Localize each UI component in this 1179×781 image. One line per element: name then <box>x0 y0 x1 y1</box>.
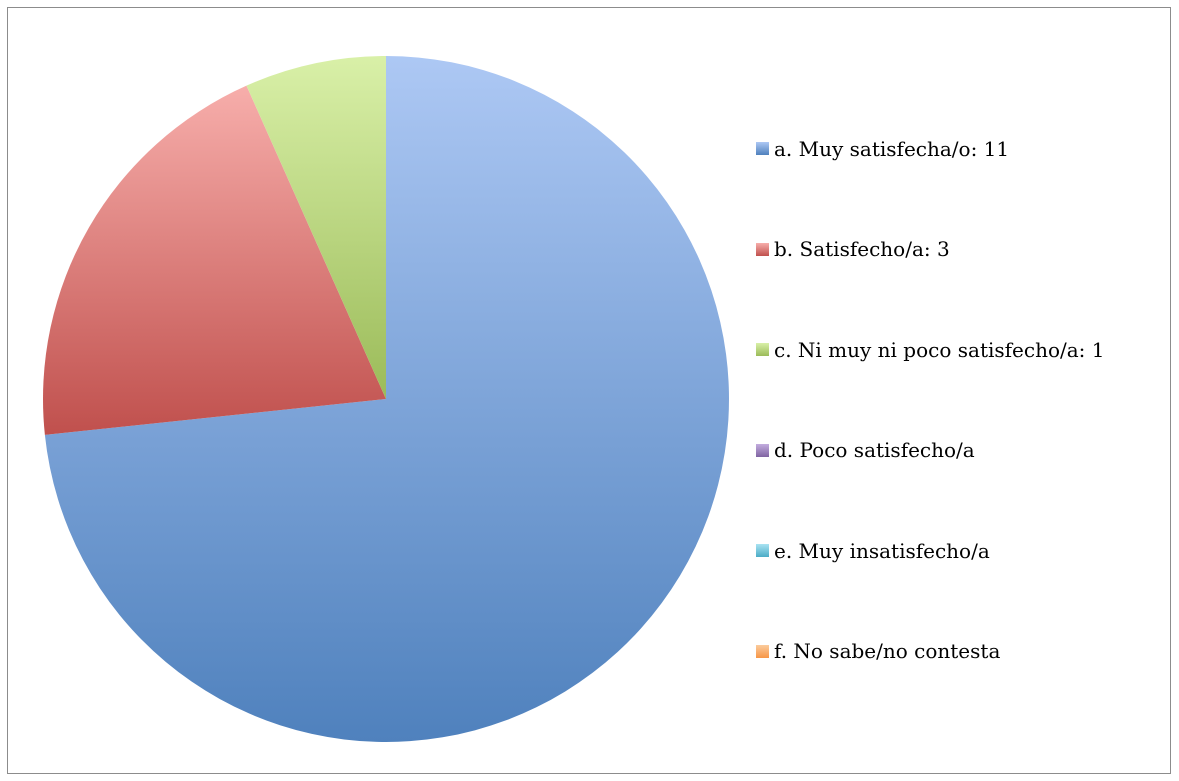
legend: a. Muy satisfecha/o: 11 b. Satisfecho/a: … <box>756 135 1104 738</box>
legend-swatch-a <box>756 142 769 155</box>
legend-label-f: f. No sabe/no contesta <box>774 639 1001 663</box>
pie-slice-b <box>42 85 386 435</box>
legend-entry-f: f. No sabe/no contesta <box>756 638 1104 665</box>
legend-label-c: c. Ni muy ni poco satisfecho/a: 1 <box>774 337 1105 362</box>
legend-entry-c: c. Ni muy ni poco satisfecho/a: 1 <box>756 336 1104 363</box>
legend-entry-e: e. Muy insatisfecho/a <box>756 537 1104 564</box>
legend-entry-a: a. Muy satisfecha/o: 11 <box>756 135 1104 162</box>
legend-label-a: a. Muy satisfecha/o: 11 <box>774 136 1010 161</box>
legend-swatch-b <box>756 242 769 256</box>
chart-frame: a. Muy satisfecha/o: 11 b. Satisfecho/a: … <box>7 7 1171 774</box>
pie-slice-a <box>44 56 730 743</box>
legend-entry-b: b. Satisfecho/a: 3 <box>756 236 1104 263</box>
legend-swatch-d <box>756 443 769 457</box>
pie-slice-c <box>246 56 386 399</box>
pie-chart <box>42 56 730 743</box>
pie-slices <box>42 56 730 743</box>
legend-label-e: e. Muy insatisfecho/a <box>774 538 990 563</box>
legend-entry-d: d. Poco satisfecho/a <box>756 437 1104 464</box>
legend-swatch-c <box>756 343 769 356</box>
legend-swatch-e <box>756 544 769 557</box>
legend-label-d: d. Poco satisfecho/a <box>774 438 975 462</box>
legend-swatch-f <box>756 644 769 658</box>
legend-label-b: b. Satisfecho/a: 3 <box>774 237 950 261</box>
